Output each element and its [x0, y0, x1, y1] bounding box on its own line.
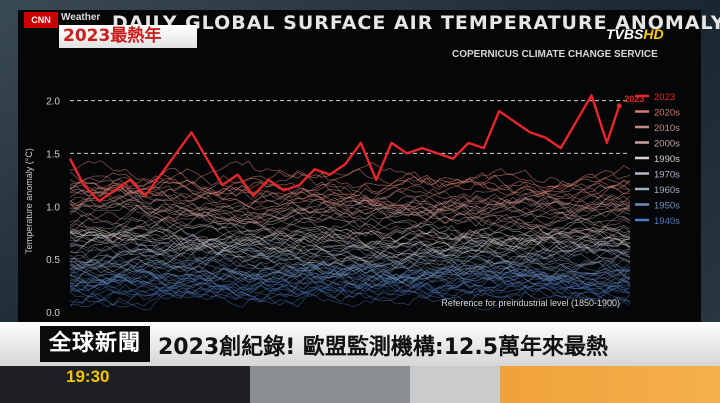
legend-label: 1960s	[654, 185, 680, 196]
series-label-2023: 2023	[624, 94, 644, 104]
y-tick-label: 2.0	[46, 97, 60, 108]
historical-year-line	[69, 184, 631, 212]
historical-year-line	[69, 175, 631, 213]
historical-year-line	[69, 172, 631, 214]
clock: 19:30	[66, 367, 110, 386]
y-axis-label: Temperature anomaly (°C)	[24, 148, 34, 254]
historical-year-line	[69, 274, 631, 306]
y-tick-label: 1.0	[46, 202, 60, 213]
historical-year-line	[69, 179, 631, 228]
historical-year-line	[69, 227, 631, 256]
historical-year-line	[69, 197, 631, 240]
historical-year-line	[69, 194, 631, 218]
historical-year-line	[69, 233, 631, 271]
historical-year-line	[69, 215, 631, 254]
historical-year-line	[69, 224, 631, 276]
historical-year-line	[69, 168, 631, 199]
historical-year-line	[69, 259, 631, 286]
temperature-anomaly-chart: 0.0 0.5 1.0 1.5 2.0 Temperature anomaly (°C) 2…	[24, 92, 680, 319]
legend-label: 2010s	[654, 123, 680, 134]
hd-badge: HD	[643, 26, 664, 42]
bottom-strip-orange	[500, 366, 720, 403]
legend-label: 2000s	[654, 139, 680, 150]
historical-year-line	[69, 241, 631, 287]
legend-label: 2020s	[654, 108, 680, 119]
historical-year-line	[69, 255, 631, 288]
historical-year-line	[69, 285, 631, 311]
historical-year-line	[69, 203, 631, 243]
historical-year-line	[69, 268, 631, 302]
historical-year-line	[69, 271, 631, 298]
historical-year-line	[69, 182, 631, 214]
historical-year-line	[69, 255, 631, 286]
legend-label: 2023	[654, 92, 675, 103]
legend-label: 1940s	[654, 216, 680, 227]
topic-tag: 2023最熱年	[59, 25, 197, 48]
historical-year-line	[69, 184, 631, 217]
channel-logo: TVBSHD	[606, 26, 664, 42]
historical-year-line	[69, 242, 631, 274]
bottom-strip-dark	[0, 366, 250, 403]
historical-year-line	[69, 226, 631, 262]
historical-year-line	[69, 202, 631, 230]
historical-year-line	[69, 198, 630, 231]
cnn-logo: CNN	[24, 12, 58, 28]
historical-year-line	[69, 237, 631, 273]
weather-label: Weather	[61, 12, 101, 23]
historical-year-line	[69, 230, 631, 263]
historical-year-line	[69, 169, 631, 200]
bottom-strip-light	[410, 366, 500, 403]
bottom-strip-mid	[250, 366, 410, 403]
y-tick-label: 0.5	[46, 255, 60, 266]
historical-year-line	[69, 160, 631, 208]
y-tick-label: 1.5	[46, 149, 60, 160]
historical-year-line	[69, 256, 631, 288]
historical-year-line	[69, 217, 631, 254]
legend-label: 1970s	[654, 170, 680, 181]
series-end-point-2023	[616, 103, 622, 109]
historical-year-line	[69, 224, 631, 261]
chart-title: DAILY GLOBAL SURFACE AIR TEMPERATURE ANO…	[112, 12, 720, 34]
legend-label: 1950s	[654, 201, 680, 212]
historical-year-line	[69, 259, 631, 299]
historical-year-line	[69, 249, 631, 289]
reference-annotation: Reference for preindustrial level (1850-…	[441, 298, 620, 308]
chart-subtitle: COPERNICUS CLIMATE CHANGE SERVICE	[452, 49, 658, 60]
series-line-2023	[68, 94, 621, 203]
historical-year-line	[70, 228, 631, 257]
ticker-headline: 2023創紀錄! 歐盟監測機構:12.5萬年來最熱	[158, 335, 609, 360]
historical-year-line	[69, 223, 631, 255]
legend-label: 1990s	[654, 154, 680, 165]
historical-year-line	[69, 182, 631, 222]
historical-year-line	[69, 161, 631, 196]
channel-logo-text: TVBS	[606, 26, 644, 42]
historical-year-line	[69, 180, 631, 224]
historical-year-line	[69, 160, 631, 205]
historical-year-line	[69, 249, 631, 284]
y-tick-label: 0.0	[46, 308, 60, 319]
ticker-program-label: 全球新聞	[40, 326, 150, 362]
historical-year-line	[69, 198, 631, 238]
